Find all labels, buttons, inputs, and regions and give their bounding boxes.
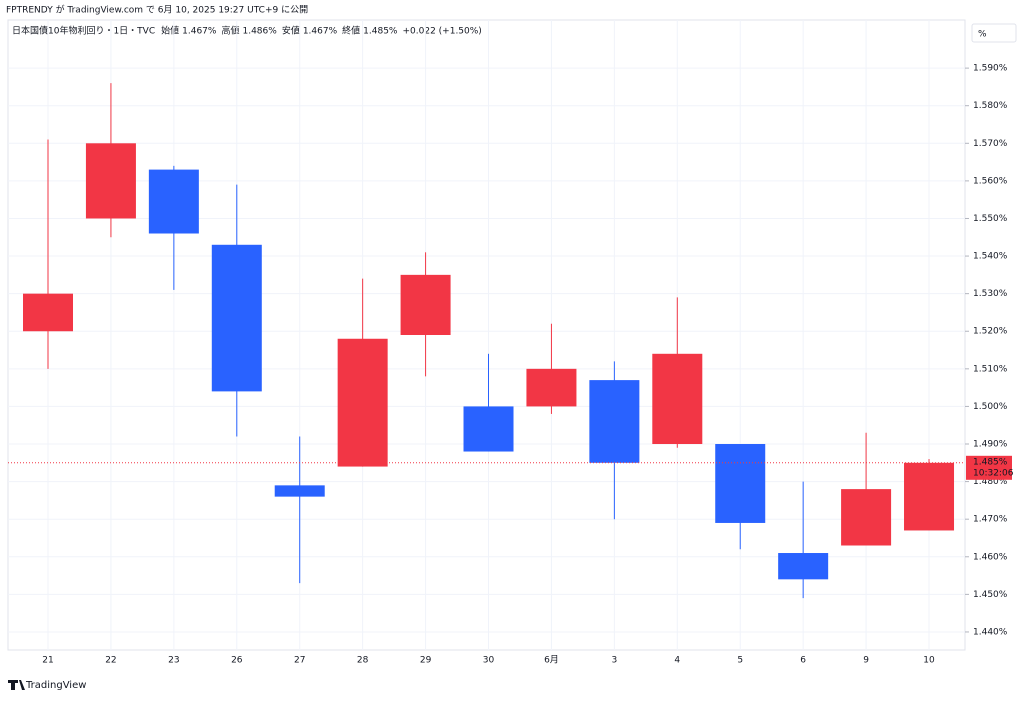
candle-body (589, 380, 640, 463)
candle-body (778, 553, 829, 580)
grid (8, 20, 965, 650)
x-tick-label: 6月 (544, 655, 559, 666)
price-tag-countdown: 10:32:06 (973, 468, 1014, 478)
unit-button-label[interactable]: % (978, 30, 987, 40)
unit-button[interactable] (971, 23, 1017, 43)
x-tick-label: 21 (42, 656, 53, 666)
candle-body (274, 485, 325, 497)
y-tick-label: 1.520% (973, 327, 1008, 337)
x-tick-label: 30 (483, 656, 495, 666)
legend-change: +0.022 (+1.50%) (403, 27, 482, 37)
x-tick-label: 9 (863, 656, 869, 666)
y-tick-label: 1.500% (973, 402, 1008, 412)
legend-value: 1.467% (303, 27, 338, 37)
candle-body (211, 244, 262, 392)
x-tick-label: 26 (231, 656, 243, 666)
x-tick-label: 4 (674, 656, 680, 666)
candle-body (400, 274, 451, 335)
y-tick-label: 1.560% (973, 176, 1008, 186)
candle-body (337, 338, 388, 467)
y-tick-label: 1.530% (973, 289, 1008, 299)
y-tick-label: 1.550% (973, 214, 1008, 224)
legend: 日本国債10年物利回り・1日・TVC 始値 1.467% 高値 1.486% 安値 1.46… (12, 25, 482, 37)
candle-body (148, 169, 199, 234)
candle-body (23, 293, 73, 332)
x-tick-label: 28 (357, 656, 369, 666)
y-tick-label: 1.470% (973, 515, 1008, 525)
y-tick-label: 1.450% (973, 590, 1008, 600)
legend-value: 1.485% (363, 27, 398, 37)
y-tick-label: 1.590% (973, 64, 1008, 74)
candle-body (841, 489, 892, 546)
brand: TradingView (25, 680, 86, 691)
y-tick-label: 1.480% (973, 477, 1008, 487)
y-tick-label: 1.490% (973, 440, 1008, 450)
x-tick-label: 29 (420, 656, 432, 666)
y-tick-label: 1.440% (973, 627, 1008, 637)
candle-body (85, 143, 136, 219)
symbol-name: 日本国債10年物利回り・1日・TVC (12, 25, 155, 37)
published-line: FPTRENDY が TradingView.com で 6月 10, 2025… (6, 4, 308, 16)
x-tick-label: 6 (800, 656, 806, 666)
x-tick-label: 27 (294, 656, 305, 666)
y-tick-label: 1.570% (973, 139, 1008, 149)
candle-body (463, 406, 514, 452)
price-tag (966, 455, 1012, 480)
y-tick-label: 1.540% (973, 252, 1008, 262)
legend-label: 安値 (282, 25, 300, 37)
y-tick-label: 1.460% (973, 552, 1008, 562)
candle-body (526, 368, 577, 407)
legend-label: 終値 (342, 25, 360, 37)
y-tick-label: 1.580% (973, 101, 1008, 111)
legend-label: 高値 (221, 25, 239, 37)
x-tick-label: 3 (612, 656, 618, 666)
legend-value: 1.486% (242, 27, 277, 37)
x-tick-label: 10 (923, 656, 935, 666)
legend-value: 1.467% (182, 27, 217, 37)
brand-logo (8, 680, 25, 690)
price-tag-value: 1.485% (973, 457, 1008, 467)
legend-label: 始値 (161, 25, 179, 37)
x-tick-label: 23 (168, 656, 179, 666)
y-tick-label: 1.510% (973, 364, 1008, 374)
candle-body (652, 353, 703, 445)
candle-body (904, 462, 955, 531)
candle-body (715, 444, 766, 523)
x-tick-label: 5 (737, 656, 743, 666)
x-tick-label: 22 (105, 656, 116, 666)
